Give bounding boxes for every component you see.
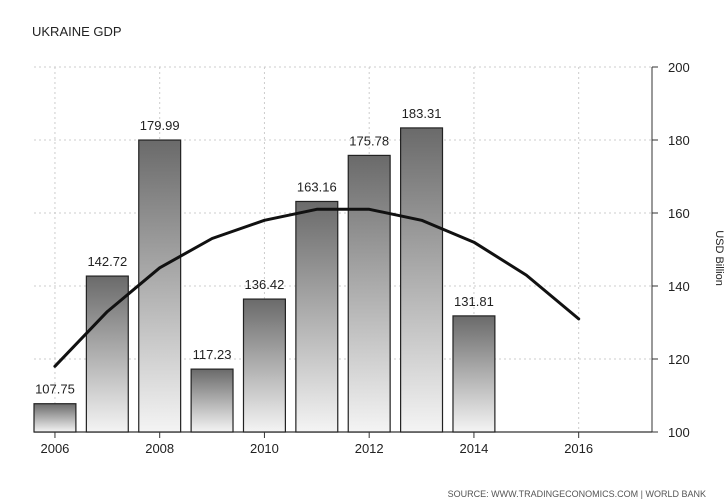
- bar: [347, 154, 391, 433]
- bar: [138, 139, 182, 433]
- y-tick-label: 200: [668, 60, 690, 75]
- x-tick-label: 2016: [564, 441, 593, 456]
- y-tick-label: 180: [668, 133, 690, 148]
- trend-line: [53, 207, 581, 368]
- bar-value-label: 131.81: [454, 294, 494, 309]
- chart-title: UKRAINE GDP: [32, 24, 122, 39]
- bar: [242, 298, 286, 433]
- y-axis-label: USD Billion: [713, 230, 725, 286]
- bar-value-label: 107.75: [35, 382, 75, 397]
- bar-value-label: 142.72: [87, 254, 127, 269]
- y-tick-label: 100: [668, 425, 690, 440]
- bar: [33, 403, 77, 433]
- bar-value-label: 179.99: [140, 118, 180, 133]
- x-tick-label: 2008: [145, 441, 174, 456]
- bar: [85, 275, 129, 433]
- x-axis-ticks: 2006 2008 2010 2012 2014 2016: [40, 432, 593, 456]
- bar-value-label: 183.31: [402, 106, 442, 121]
- bar-value-label: 117.23: [193, 347, 232, 362]
- bar-value-label: 136.42: [245, 277, 285, 292]
- gridlines: [34, 66, 653, 433]
- bar: [400, 127, 444, 433]
- data-labels: 107.75 142.72 179.99 117.23 136.42 163.16 175.…: [35, 106, 494, 397]
- trend-line-group: [53, 207, 581, 368]
- bars: [33, 127, 496, 433]
- bar: [295, 200, 339, 433]
- bar-value-label: 175.78: [349, 133, 389, 148]
- bar: [190, 368, 234, 433]
- bar: [452, 315, 496, 433]
- y-axis-ticks: 100 120 140 160 180 200: [652, 60, 690, 440]
- x-tick-label: 2006: [40, 441, 69, 456]
- x-tick-label: 2012: [355, 441, 384, 456]
- bar-value-label: 163.16: [297, 179, 337, 194]
- x-tick-label: 2010: [250, 441, 279, 456]
- y-tick-label: 140: [668, 279, 690, 294]
- source-note: SOURCE: WWW.TRADINGECONOMICS.COM | WORLD…: [448, 489, 706, 499]
- y-tick-label: 120: [668, 352, 690, 367]
- y-tick-label: 160: [668, 206, 690, 221]
- x-tick-label: 2014: [459, 441, 488, 456]
